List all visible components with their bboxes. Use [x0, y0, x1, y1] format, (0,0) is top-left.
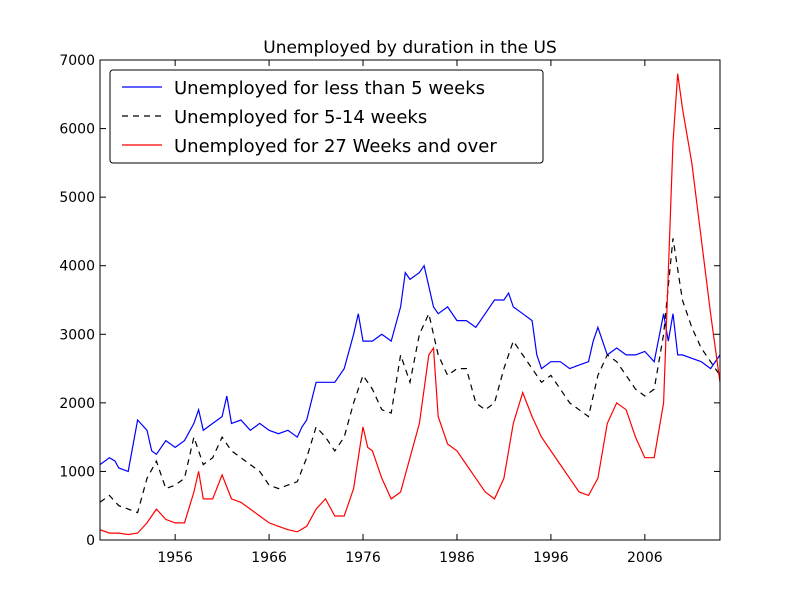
legend-box	[109, 69, 544, 164]
axes: 1956 1966 1976 1986 1996 2006 0 1000 2000 3000 400…	[59, 53, 721, 566]
y-tick-label: 2000	[59, 396, 95, 412]
x-tick-label: 2006	[627, 550, 663, 566]
chart-title: Unemployed by duration in the US	[263, 38, 557, 58]
series-line-3	[100, 73, 720, 536]
series-line-1	[100, 264, 720, 473]
legend-label-1: Unemployed for less than 5 weeks	[174, 78, 485, 99]
y-tick-label: 1000	[59, 464, 95, 480]
legend-label-3: Unemployed for 27 Weeks and over	[174, 136, 497, 157]
x-tick-label: 1986	[439, 550, 475, 566]
x-tick-label: 1976	[345, 550, 381, 566]
y-tick-label: 0	[86, 533, 95, 549]
series-line-2	[100, 238, 720, 514]
y-tick-label: 3000	[59, 327, 95, 343]
y-tick-label: 7000	[59, 53, 95, 69]
plot-frame	[99, 59, 721, 541]
plot-area	[100, 73, 720, 536]
x-tick-label: 1996	[533, 550, 569, 566]
y-tick-label: 4000	[59, 259, 95, 275]
x-tick-label: 1956	[157, 550, 193, 566]
x-tick-label: 1966	[251, 550, 287, 566]
legend: Unemployed for less than 5 weeks Unemploy…	[109, 69, 544, 164]
legend-label-2: Unemployed for 5-14 weeks	[174, 107, 427, 128]
y-tick-label: 6000	[59, 122, 95, 138]
y-tick-label: 5000	[59, 190, 95, 206]
